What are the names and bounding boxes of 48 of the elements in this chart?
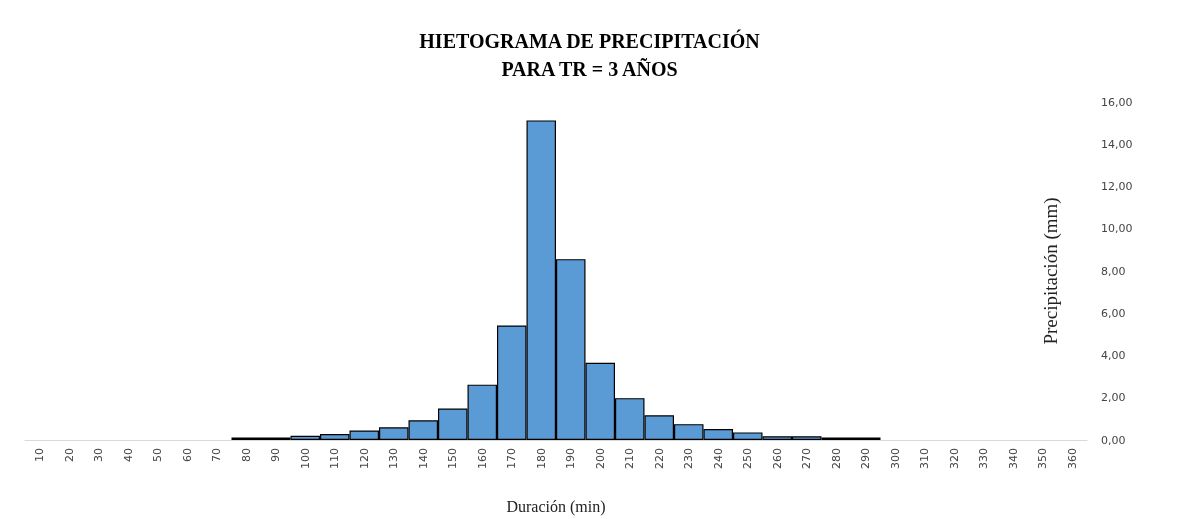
x-tick-label: 330 xyxy=(977,448,991,469)
y-tick-label: 6,00 xyxy=(1101,306,1126,320)
y-tick-label: 4,00 xyxy=(1101,349,1126,362)
x-tick-label: 320 xyxy=(947,448,961,469)
x-tick-label: 290 xyxy=(859,448,873,469)
x-tick-label: 190 xyxy=(564,448,578,469)
x-tick-label: 130 xyxy=(387,448,401,469)
x-tick-label: 180 xyxy=(534,448,548,469)
x-tick-label: 230 xyxy=(682,448,696,469)
x-tick-label: 90 xyxy=(269,448,283,462)
x-tick-label: 280 xyxy=(829,448,843,469)
y-tick-label: 8,00 xyxy=(1101,264,1126,278)
x-tick-label: 10 xyxy=(33,448,47,462)
y-tick-label: 2,00 xyxy=(1101,391,1126,405)
y-axis-title: Precipitación (mm) xyxy=(1040,197,1062,345)
x-tick-label: 170 xyxy=(505,448,519,469)
x-tick-label: 110 xyxy=(328,448,342,469)
x-tick-label: 150 xyxy=(446,448,460,469)
x-tick-label: 80 xyxy=(239,448,253,462)
x-tick-label: 300 xyxy=(888,448,902,469)
x-tick-label: 250 xyxy=(741,448,755,469)
x-tick-label: 200 xyxy=(593,448,607,469)
y-tick-label: 12,00 xyxy=(1101,180,1133,193)
x-tick-label: 40 xyxy=(121,448,135,462)
x-tick-label: 350 xyxy=(1036,448,1050,469)
x-tick-label: 360 xyxy=(1065,448,1079,469)
chart-title: HIETOGRAMA DE PRECIPITACIÓN PARA TR = 3 AÑOS xyxy=(419,29,761,80)
x-tick-label: 50 xyxy=(151,448,165,462)
x-tick-label: 160 xyxy=(475,448,489,469)
x-tick-label: 220 xyxy=(652,448,666,469)
x-axis-title: Duración (min) xyxy=(506,497,606,516)
x-tick-label: 140 xyxy=(416,448,430,469)
y-tick-label: 16,00 xyxy=(1101,95,1133,109)
x-tick-label: 100 xyxy=(298,448,312,469)
x-tick-label: 260 xyxy=(770,448,784,469)
x-tick-label: 310 xyxy=(918,448,932,469)
x-tick-label: 270 xyxy=(800,448,814,469)
x-tick-label: 60 xyxy=(180,448,194,462)
x-tick-label: 210 xyxy=(623,448,637,469)
x-tick-label: 30 xyxy=(92,448,106,462)
x-tick-label: 240 xyxy=(711,448,725,469)
x-tick-label: 340 xyxy=(1006,448,1020,469)
y-tick-label: 0,00 xyxy=(1101,433,1126,447)
x-tick-label: 70 xyxy=(210,448,224,462)
x-tick-label: 120 xyxy=(357,448,371,469)
x-tick-label: 20 xyxy=(62,448,76,462)
y-tick-label: 14,00 xyxy=(1101,137,1133,151)
y-tick-label: 10,00 xyxy=(1101,222,1133,236)
